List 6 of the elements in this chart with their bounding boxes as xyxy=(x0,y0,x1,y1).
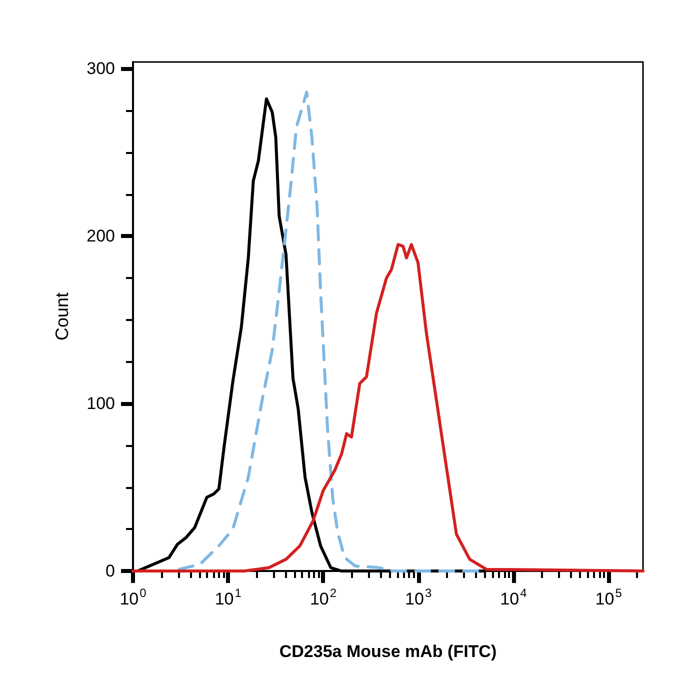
y-tick-label: 200 xyxy=(86,226,115,246)
y-tick-label: 100 xyxy=(86,394,115,414)
x-axis-title: CD235a Mouse mAb (FITC) xyxy=(279,642,497,661)
y-tick-label: 0 xyxy=(106,562,115,580)
y-tick-label: 300 xyxy=(86,59,115,78)
y-axis-title: Count xyxy=(52,292,72,341)
